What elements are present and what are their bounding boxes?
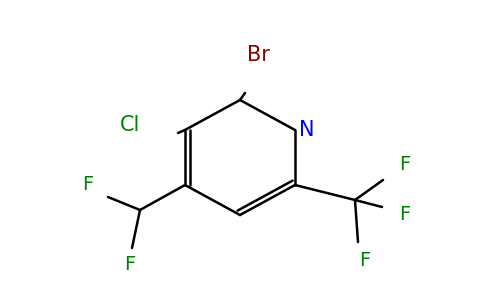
Text: F: F: [82, 176, 93, 194]
Text: F: F: [124, 256, 136, 274]
Text: F: F: [399, 206, 410, 224]
Text: F: F: [399, 155, 410, 175]
Text: F: F: [360, 250, 371, 269]
Text: Br: Br: [246, 45, 270, 65]
Text: N: N: [299, 120, 315, 140]
Text: Cl: Cl: [120, 115, 140, 135]
